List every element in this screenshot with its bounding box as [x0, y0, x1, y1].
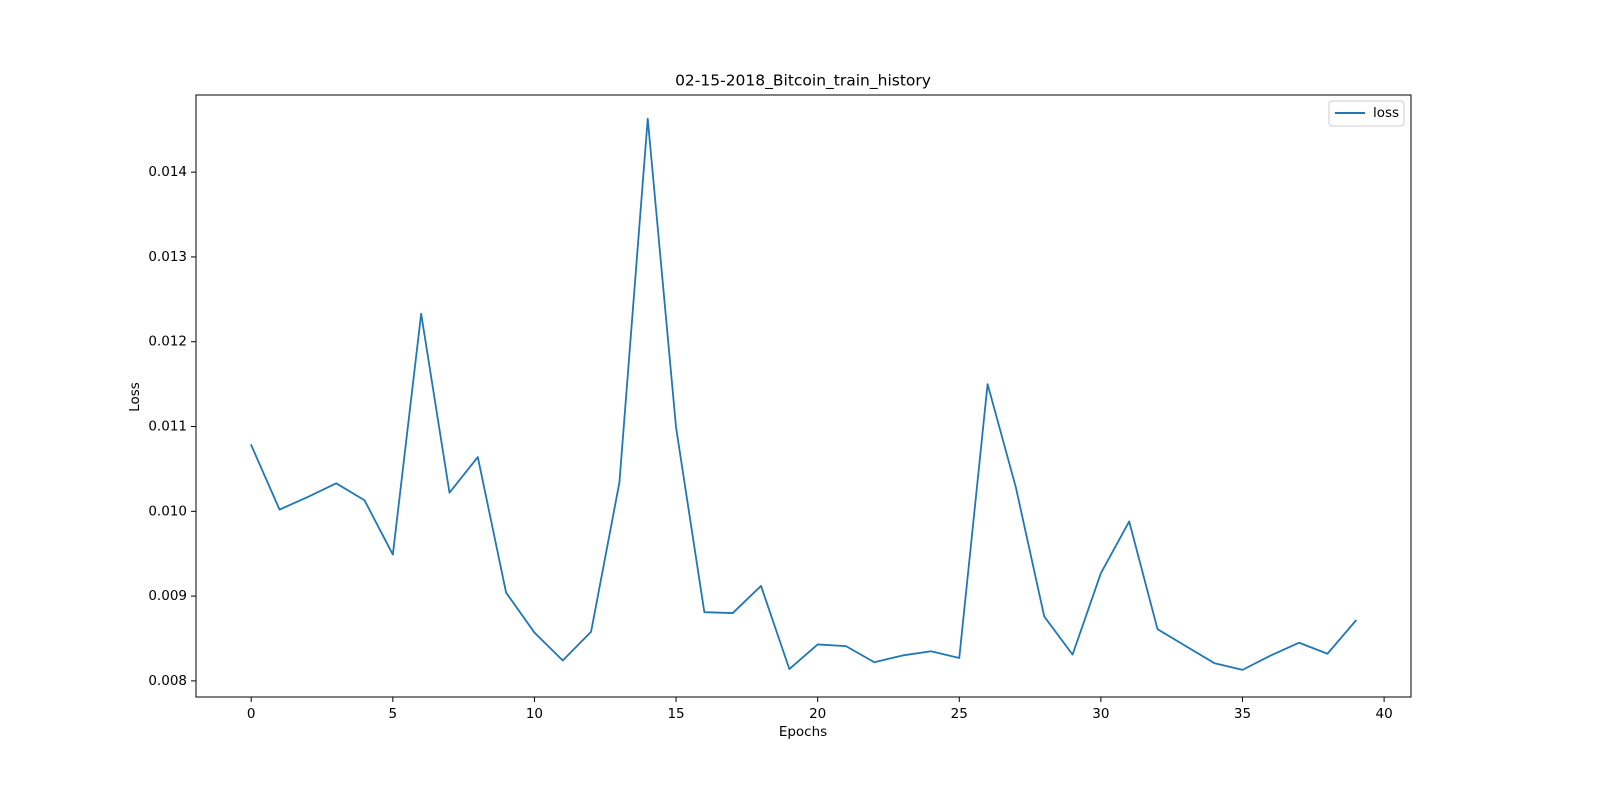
x-tick-label: 40 — [1376, 706, 1393, 722]
series-layer — [250, 117, 1358, 671]
x-tick-label: 20 — [809, 706, 826, 722]
x-tick-label: 15 — [667, 706, 684, 722]
y-tick-label: 0.014 — [148, 164, 187, 180]
plot-area-frame — [195, 94, 1412, 698]
x-tick-label: 35 — [1234, 706, 1251, 722]
x-tick-label: 0 — [247, 706, 256, 722]
y-tick-label: 0.009 — [148, 588, 187, 604]
x-tick-label: 25 — [951, 706, 968, 722]
y-tick-label: 0.013 — [148, 249, 187, 265]
chart-title: 02-15-2018_Bitcoin_train_history — [675, 72, 931, 91]
y-tick-label: 0.008 — [148, 673, 187, 689]
x-axis-label: Epochs — [779, 724, 827, 740]
series-line-loss — [250, 117, 1358, 671]
y-tick-label: 0.012 — [148, 334, 187, 350]
x-tick-label: 10 — [526, 706, 543, 722]
x-tick-label: 30 — [1092, 706, 1109, 722]
legend: loss — [1328, 100, 1405, 127]
y-axis-ticks: 0.008 0.009 0.010 0.011 0.012 0.013 0.014 — [148, 164, 196, 689]
legend-label-loss: loss — [1373, 105, 1399, 121]
y-tick-label: 0.010 — [148, 503, 187, 519]
x-axis-ticks: 0 5 10 15 20 25 30 35 40 — [247, 697, 1393, 722]
legend-box — [1328, 100, 1405, 127]
y-tick-label: 0.011 — [148, 419, 187, 435]
x-tick-label: 5 — [389, 706, 398, 722]
y-axis-label: Loss — [127, 382, 143, 412]
